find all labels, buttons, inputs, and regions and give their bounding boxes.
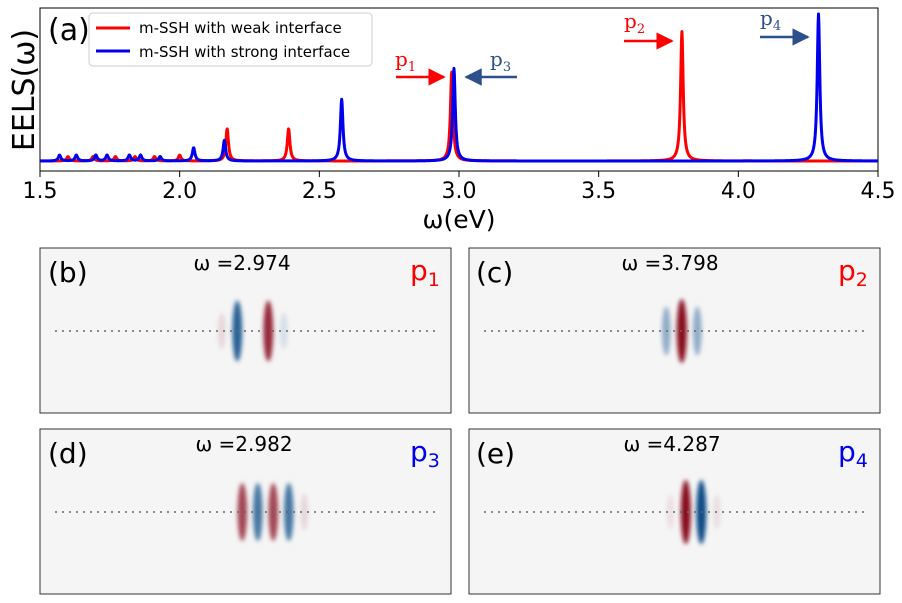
annotation-p3: p3 bbox=[464, 47, 517, 86]
panel-c-field-map: (c) ω =3.798 p2 bbox=[468, 247, 881, 414]
mode-label-d-base: p bbox=[410, 435, 428, 468]
annotation-p4-sub: 4 bbox=[773, 19, 781, 34]
panel-label-c: (c) bbox=[476, 256, 513, 289]
field-lobe bbox=[680, 480, 691, 544]
svg-text:p1: p1 bbox=[410, 254, 440, 291]
legend-label-strong: m-SSH with strong interface bbox=[139, 43, 350, 61]
annotation-p2-base: p bbox=[624, 9, 637, 33]
annotation-p2: p2 bbox=[624, 9, 674, 50]
frequency-label-d: ω =2.982 bbox=[195, 432, 292, 456]
annotation-p1: p1 bbox=[395, 47, 446, 86]
y-axis-label: EELS(ω) bbox=[7, 29, 42, 151]
svg-text:p3: p3 bbox=[490, 47, 511, 75]
svg-text:p2: p2 bbox=[838, 254, 868, 291]
panel-b-field-map: (b) ω =2.974 p1 bbox=[39, 247, 452, 414]
field-lobe bbox=[237, 483, 248, 541]
field-pattern bbox=[217, 300, 288, 362]
annotation-p4: p4 bbox=[760, 6, 810, 46]
annotation-p4-base: p bbox=[760, 6, 773, 30]
field-lobe bbox=[252, 483, 263, 541]
field-pattern bbox=[237, 483, 309, 541]
field-lobe bbox=[666, 494, 675, 530]
x-axis-label: ω(eV) bbox=[423, 205, 496, 234]
mode-label-e-base: p bbox=[838, 435, 856, 468]
panel-label-b: (b) bbox=[48, 256, 88, 289]
x-tick-label: 1.5 bbox=[23, 179, 58, 204]
annotation-p3-base: p bbox=[490, 47, 503, 71]
panel-label-d: (d) bbox=[48, 437, 88, 470]
series-line-strong-interface bbox=[38, 12, 880, 163]
field-lobe bbox=[263, 300, 274, 362]
annotation-p2-sub: 2 bbox=[637, 22, 645, 37]
field-lobe bbox=[279, 312, 288, 350]
x-tick-label: 4.0 bbox=[721, 179, 756, 204]
annotation-p3-sub: 3 bbox=[503, 60, 511, 75]
panel-a-spectrum: 1.5 2.0 2.5 3.0 3.5 4.0 4.5 (a) ω(eV) EELS(ω) … bbox=[7, 6, 896, 234]
svg-text:p4: p4 bbox=[838, 435, 868, 472]
legend-label-weak: m-SSH with weak interface bbox=[139, 19, 342, 37]
mode-label-c-sub: 2 bbox=[856, 269, 868, 291]
frequency-label-c: ω =3.798 bbox=[621, 251, 718, 275]
mode-label-c-base: p bbox=[838, 254, 856, 287]
mode-label-b-base: p bbox=[410, 254, 428, 287]
x-tick-label: 2.5 bbox=[302, 179, 337, 204]
frequency-label-b: ω =2.974 bbox=[193, 251, 290, 275]
x-tick-label: 4.5 bbox=[861, 179, 896, 204]
x-tick-label: 2.0 bbox=[162, 179, 197, 204]
svg-text:p2: p2 bbox=[624, 9, 645, 37]
x-tick-label: 3.5 bbox=[581, 179, 616, 204]
svg-text:p4: p4 bbox=[760, 6, 781, 34]
field-lobe bbox=[217, 312, 226, 350]
panel-label-e: (e) bbox=[476, 437, 515, 470]
panel-d-field-map: (d) ω =2.982 p3 bbox=[39, 428, 452, 595]
panel-e-field-map: (e) ω =4.287 p4 bbox=[468, 428, 881, 595]
legend: m-SSH with weak interface m-SSH with str… bbox=[88, 12, 373, 67]
series-group bbox=[38, 12, 880, 163]
svg-text:p3: p3 bbox=[410, 435, 440, 472]
svg-text:p1: p1 bbox=[395, 47, 416, 75]
x-ticks: 1.5 2.0 2.5 3.0 3.5 4.0 4.5 bbox=[23, 171, 896, 204]
mode-label-d-sub: 3 bbox=[428, 450, 440, 472]
x-tick-label: 3.0 bbox=[442, 179, 477, 204]
annotation-p1-base: p bbox=[395, 47, 408, 71]
legend-box bbox=[88, 12, 373, 67]
panel-label-a: (a) bbox=[48, 13, 90, 48]
annotation-p1-sub: 1 bbox=[408, 60, 416, 75]
field-lobe bbox=[284, 483, 294, 541]
field-lobe bbox=[692, 306, 702, 356]
mode-label-e-sub: 4 bbox=[856, 450, 868, 472]
frequency-label-e: ω =4.287 bbox=[623, 432, 720, 456]
field-lobe bbox=[300, 493, 309, 531]
mode-label-b-sub: 1 bbox=[428, 269, 440, 291]
